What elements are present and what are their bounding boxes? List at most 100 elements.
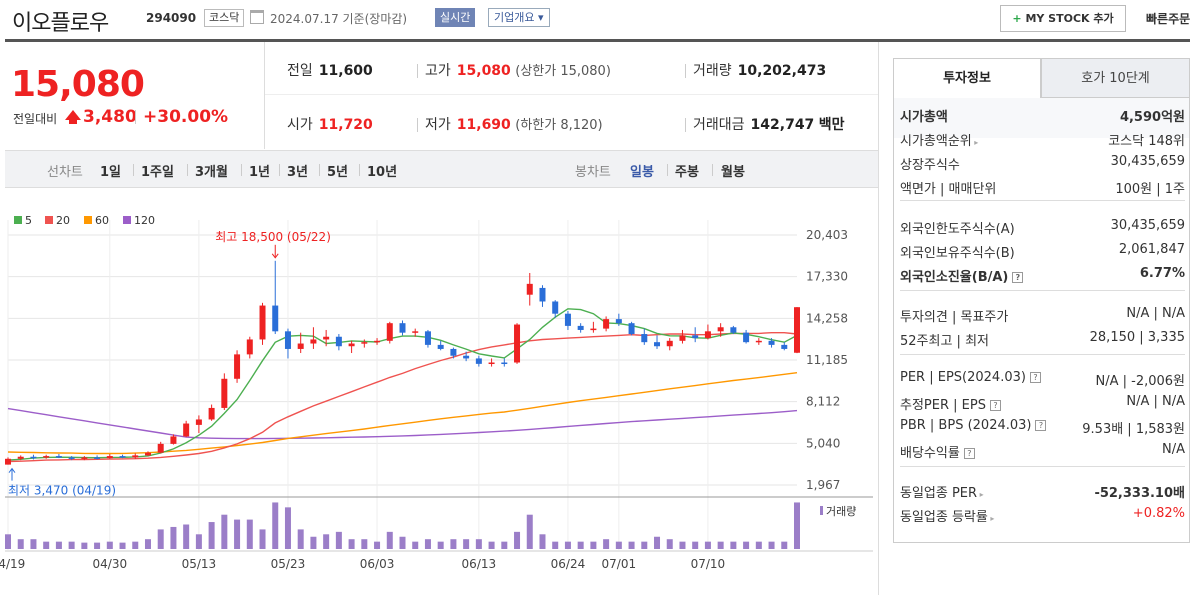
candle-body (195, 419, 202, 425)
divider (685, 118, 686, 132)
price-summary: 15,080 전일대비 3,480 +30.00% (5, 42, 265, 149)
volume-bar (17, 539, 24, 549)
moving-average-ma60 (7, 372, 798, 455)
volume-bar (361, 539, 368, 549)
info-key[interactable]: 시가총액순위 ▸ (900, 134, 979, 149)
legend-label: 60 (95, 214, 109, 227)
info-key[interactable]: 동일업종 등락률 ▸ (900, 510, 995, 525)
period-5y[interactable]: 5년 (327, 165, 349, 180)
info-panel: 투자정보 호가 10단계 시가총액 4,590억원 시가총액순위 ▸ 코스닥 148위… (878, 42, 1190, 595)
change-value: 3,480 (83, 107, 137, 127)
volume-bar (679, 541, 686, 549)
candle-body (475, 358, 482, 364)
candle-body (717, 327, 724, 332)
quote-table: 전일 11,600 고가 15,080 (상한가 15,080) 거래량 10,202… (265, 42, 878, 149)
info-value: +0.82% (1132, 506, 1185, 521)
candle-body (5, 458, 11, 465)
period-3y[interactable]: 3년 (287, 165, 309, 180)
period-1d[interactable]: 1일 (100, 165, 122, 180)
volume-label: 거래량 (826, 505, 856, 518)
info-value: 코스닥 148위 (1108, 134, 1185, 149)
y-tick-label: 1,967 (806, 478, 840, 492)
up-arrow-icon (65, 110, 81, 120)
info-tabs: 투자정보 호가 10단계 (893, 58, 1190, 98)
volume-bar (55, 541, 62, 549)
quick-order-button[interactable]: 빠른주문 (1146, 12, 1190, 26)
plus-icon: + (1012, 12, 1022, 25)
max-price-annotation: 최고 18,500 (05/22) (215, 230, 331, 244)
period-3m[interactable]: 3개월 (195, 165, 228, 180)
tab-invest-info[interactable]: 투자정보 (893, 58, 1041, 98)
stock-code: 294090 (146, 11, 197, 25)
volume-legend-swatch (820, 506, 823, 515)
volume-bar (221, 514, 228, 549)
company-overview-dropdown[interactable]: 기업개요 ▾ (488, 8, 550, 27)
help-icon[interactable]: ? (989, 400, 1001, 411)
candle-body (781, 344, 788, 349)
chevron-right-icon: ▸ (987, 514, 995, 523)
volume-bar (704, 541, 711, 549)
info-value: 28,150 | 3,335 (1089, 330, 1185, 345)
legend-swatch (123, 216, 131, 224)
candle-body (386, 323, 393, 341)
add-mystock-button[interactable]: + MY STOCK 추가 (1000, 5, 1126, 32)
candle-body (55, 456, 62, 458)
candle-daily[interactable]: 일봉 (630, 165, 654, 180)
info-value: 4,590억원 (1119, 110, 1185, 125)
info-value: -52,333.10배 (1094, 486, 1185, 501)
candle-body (208, 407, 215, 420)
volume-bar (552, 541, 559, 549)
period-10y[interactable]: 10년 (367, 165, 398, 180)
candle-body (221, 378, 228, 408)
help-icon[interactable]: ? (1035, 420, 1047, 431)
candle-body (577, 325, 584, 330)
candle-body (170, 436, 177, 444)
volume-bar (374, 541, 381, 549)
info-value: 30,435,659 (1110, 218, 1185, 233)
legend-swatch (84, 216, 92, 224)
info-key: 투자의견 | 목표주가 (900, 310, 1009, 325)
info-value: N/A (1162, 442, 1185, 457)
volume-bar (412, 541, 419, 549)
candle-body (603, 319, 610, 329)
line-chart-label: 선차트 (47, 165, 83, 180)
x-tick-label: 06/13 (462, 557, 497, 571)
volume-bar (603, 539, 610, 549)
volume-bar (348, 539, 355, 549)
volume-bar (259, 529, 266, 549)
candle-body (794, 307, 800, 353)
volume-bar (577, 541, 584, 549)
candle-body (157, 443, 164, 453)
help-icon[interactable]: ? (1029, 372, 1041, 383)
candle-weekly[interactable]: 주봉 (675, 165, 699, 180)
candle-body (81, 457, 88, 459)
info-key[interactable]: 동일업종 PER ▸ (900, 486, 984, 501)
help-icon[interactable]: ? (963, 448, 975, 459)
divider (712, 164, 713, 176)
info-value: 6.77% (1139, 266, 1185, 281)
price-chart[interactable]: 20,403 17,330 14,258 11,185 8,112 5,040 1,967 5… (0, 210, 873, 595)
volume-bar (666, 539, 673, 549)
candle-body (552, 301, 559, 314)
min-arrow-head (8, 467, 16, 473)
volume-bar (43, 541, 50, 549)
help-icon[interactable]: ? (1012, 272, 1024, 283)
volume-bar (335, 531, 342, 549)
period-1y[interactable]: 1년 (249, 165, 271, 180)
candle-monthly[interactable]: 월봉 (721, 165, 745, 180)
header-divider (5, 39, 1190, 42)
candle-body (119, 456, 126, 458)
candle-body (361, 342, 368, 344)
volume-bar (157, 529, 164, 549)
trade-amount: 거래대금 142,747 백만 (693, 117, 845, 133)
realtime-button[interactable]: 실시간 (435, 8, 476, 27)
candle-body (615, 319, 622, 324)
volume-bar (463, 539, 470, 549)
invest-info-table: 시가총액 4,590억원 시가총액순위 ▸ 코스닥 148위 상장주식수 30,435,6… (893, 98, 1190, 543)
volume-bar (94, 542, 101, 549)
calendar-icon (250, 10, 264, 24)
info-key: PER | EPS(2024.03)? (900, 370, 1041, 385)
period-1w[interactable]: 1주일 (141, 165, 174, 180)
tab-order-book[interactable]: 호가 10단계 (1041, 58, 1190, 98)
up-arrow-icon-base (69, 119, 77, 124)
